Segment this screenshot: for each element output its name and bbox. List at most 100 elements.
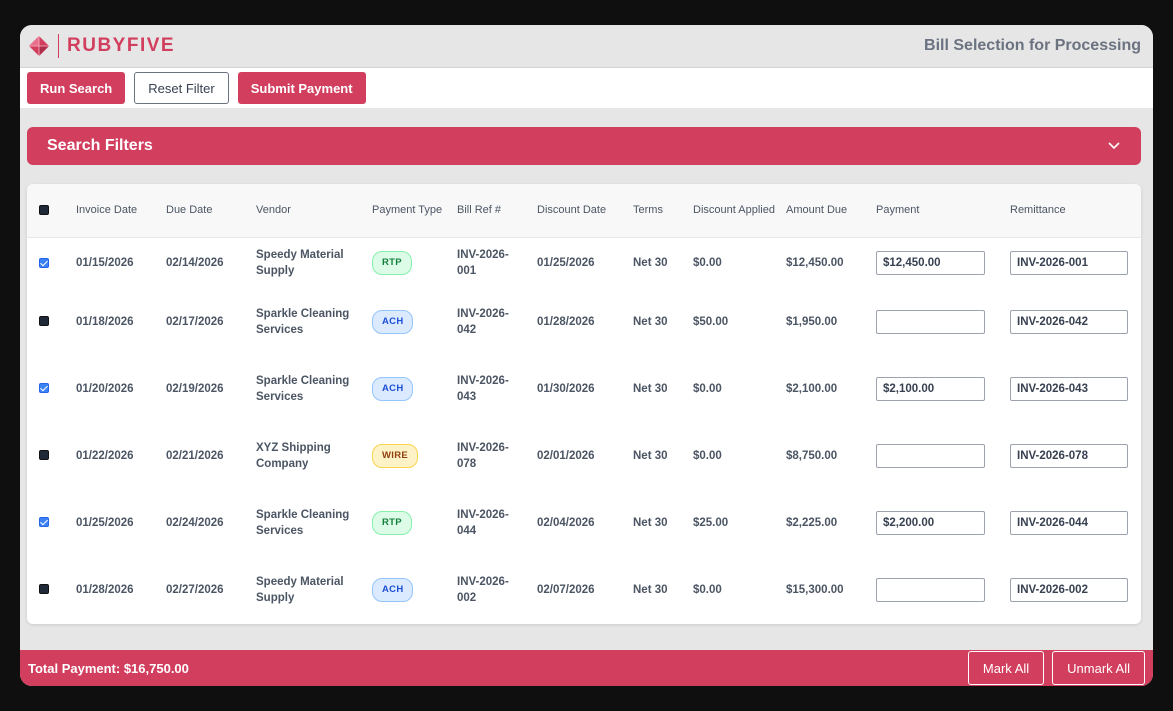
invoice-date: 01/15/2026 <box>76 256 134 269</box>
bill-ref: INV-2026-001 <box>457 248 509 277</box>
payment-input[interactable] <box>876 443 985 468</box>
payment-input[interactable] <box>876 510 985 535</box>
ruby-gem-icon <box>29 36 49 56</box>
vendor: XYZ Shipping Company <box>256 441 331 470</box>
remittance-input[interactable] <box>1010 510 1128 535</box>
discount-applied: $0.00 <box>693 382 722 395</box>
table-row[interactable]: 01/15/2026 02/14/2026 Speedy Material Su… <box>27 237 1141 288</box>
remittance-input[interactable] <box>1010 376 1128 401</box>
row-checkbox[interactable] <box>39 257 49 268</box>
due-date: 02/21/2026 <box>166 449 224 462</box>
row-checkbox[interactable] <box>39 450 49 461</box>
unmark-all-button[interactable]: Unmark All <box>1052 651 1145 685</box>
due-date: 02/17/2026 <box>166 315 224 328</box>
remittance-input[interactable] <box>1010 577 1128 602</box>
discount-date: 01/25/2026 <box>537 256 595 269</box>
app-header: RUBYFIVE Bill Selection for Processing <box>20 25 1153 68</box>
due-date: 02/19/2026 <box>166 382 224 395</box>
bill-ref: INV-2026-043 <box>457 374 509 403</box>
amount-due: $2,225.00 <box>786 516 838 529</box>
terms: Net 30 <box>633 382 668 395</box>
payment-input[interactable] <box>876 376 985 401</box>
discount-date: 01/30/2026 <box>537 382 595 395</box>
column-header[interactable]: Discount Applied <box>693 204 775 217</box>
amount-due: $8,750.00 <box>786 449 838 462</box>
page-title: Bill Selection for Processing <box>924 37 1141 54</box>
remittance-input[interactable] <box>1010 309 1128 334</box>
table-row[interactable]: 01/25/2026 02/24/2026 Sparkle Cleaning S… <box>27 489 1141 556</box>
mark-all-button[interactable]: Mark All <box>967 651 1045 685</box>
invoice-date: 01/18/2026 <box>76 315 134 328</box>
column-header[interactable]: Remittance <box>1010 204 1066 217</box>
discount-applied: $0.00 <box>693 583 722 596</box>
discount-applied: $0.00 <box>693 256 722 269</box>
select-all-checkbox[interactable] <box>39 205 49 216</box>
terms: Net 30 <box>633 449 668 462</box>
table-header-row: Invoice Date Due Date Vendor Payment Typ… <box>27 184 1141 237</box>
due-date: 02/27/2026 <box>166 583 224 596</box>
submit-payment-button[interactable]: Submit Payment <box>237 72 366 104</box>
amount-due: $15,300.00 <box>786 583 844 596</box>
column-header[interactable]: Payment Type <box>372 204 443 217</box>
discount-applied: $25.00 <box>693 516 729 529</box>
invoice-date: 01/25/2026 <box>76 516 134 529</box>
discount-date: 02/07/2026 <box>537 583 595 596</box>
invoice-date: 01/20/2026 <box>76 382 134 395</box>
footer-bar: Total Payment: $16,750.00 Mark All Unmar… <box>20 650 1153 686</box>
table-row[interactable]: 01/18/2026 02/17/2026 Sparkle Cleaning S… <box>27 288 1141 355</box>
payment-input[interactable] <box>876 250 985 275</box>
bill-ref: INV-2026-044 <box>457 508 509 537</box>
payment-type-badge: ACH <box>372 309 414 334</box>
reset-filter-button[interactable]: Reset Filter <box>134 72 229 104</box>
search-filters-title: Search Filters <box>47 137 153 154</box>
amount-due: $12,450.00 <box>786 256 844 269</box>
terms: Net 30 <box>633 583 668 596</box>
vendor: Speedy Material Supply <box>256 575 344 604</box>
table-row[interactable]: 01/28/2026 02/27/2026 Speedy Material Su… <box>27 556 1141 623</box>
toolbar: Run Search Reset Filter Submit Payment <box>20 68 1153 108</box>
chevron-down-icon[interactable] <box>1107 139 1121 153</box>
column-header[interactable]: Bill Ref # <box>457 204 502 217</box>
vendor: Sparkle Cleaning Services <box>256 508 350 537</box>
discount-applied: $50.00 <box>693 315 729 328</box>
row-checkbox[interactable] <box>39 316 49 327</box>
logo-divider <box>58 34 59 58</box>
bills-table-card: Invoice Date Due Date Vendor Payment Typ… <box>27 184 1141 624</box>
remittance-input[interactable] <box>1010 250 1128 275</box>
payment-input[interactable] <box>876 309 985 334</box>
column-header[interactable]: Invoice Date <box>76 204 138 217</box>
row-checkbox[interactable] <box>39 517 49 528</box>
terms: Net 30 <box>633 516 668 529</box>
remittance-input[interactable] <box>1010 443 1128 468</box>
column-header[interactable]: Due Date <box>166 204 213 217</box>
column-header[interactable]: Payment <box>876 204 920 217</box>
due-date: 02/14/2026 <box>166 256 224 269</box>
invoice-date: 01/28/2026 <box>76 583 134 596</box>
column-header[interactable]: Discount Date <box>537 204 607 217</box>
run-search-button[interactable]: Run Search <box>27 72 126 104</box>
search-filters-panel[interactable]: Search Filters <box>27 127 1141 165</box>
payment-type-badge: RTP <box>372 250 412 275</box>
column-header[interactable]: Vendor <box>256 204 291 217</box>
payment-type-badge: ACH <box>372 577 414 602</box>
column-header[interactable]: Amount Due <box>786 204 848 217</box>
bills-table: Invoice Date Due Date Vendor Payment Typ… <box>27 184 1141 623</box>
discount-applied: $0.00 <box>693 449 722 462</box>
table-row[interactable]: 01/22/2026 02/21/2026 XYZ Shipping Compa… <box>27 422 1141 489</box>
terms: Net 30 <box>633 256 668 269</box>
payment-type-badge: RTP <box>372 510 412 535</box>
table-row[interactable]: 01/20/2026 02/19/2026 Sparkle Cleaning S… <box>27 355 1141 422</box>
app-window: RUBYFIVE Bill Selection for Processing R… <box>20 25 1153 686</box>
brand-name: RUBYFIVE <box>67 35 176 56</box>
invoice-date: 01/22/2026 <box>76 449 134 462</box>
vendor: Sparkle Cleaning Services <box>256 374 350 403</box>
amount-due: $1,950.00 <box>786 315 838 328</box>
row-checkbox[interactable] <box>39 584 49 595</box>
column-header[interactable]: Terms <box>633 204 663 217</box>
terms: Net 30 <box>633 315 668 328</box>
discount-date: 02/04/2026 <box>537 516 595 529</box>
row-checkbox[interactable] <box>39 383 49 394</box>
payment-input[interactable] <box>876 577 985 602</box>
vendor: Speedy Material Supply <box>256 248 344 277</box>
bill-ref: INV-2026-002 <box>457 575 509 604</box>
